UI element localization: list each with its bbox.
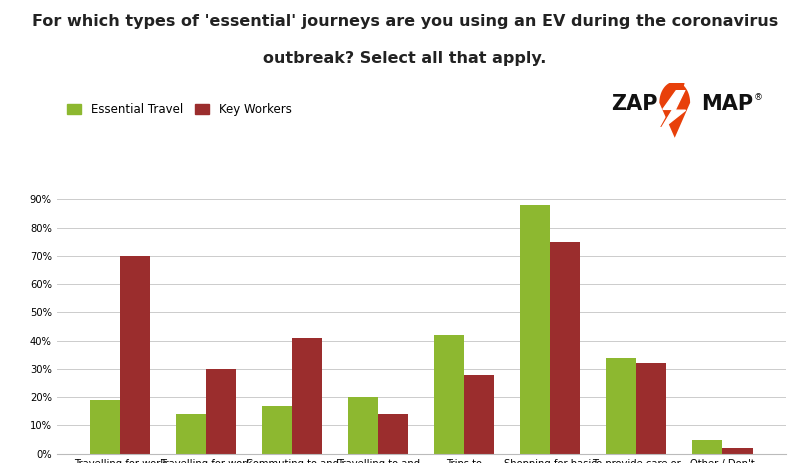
Bar bbox=[176, 414, 206, 454]
Bar bbox=[606, 357, 637, 454]
Bar bbox=[723, 448, 752, 454]
Text: For which types of 'essential' journeys are you using an EV during the coronavir: For which types of 'essential' journeys … bbox=[32, 14, 778, 29]
Bar bbox=[292, 338, 322, 454]
Bar bbox=[348, 397, 378, 454]
Bar bbox=[90, 400, 120, 454]
Text: MAP: MAP bbox=[701, 94, 752, 114]
Bar bbox=[693, 439, 723, 454]
Bar bbox=[206, 369, 237, 454]
Polygon shape bbox=[659, 81, 690, 138]
Bar bbox=[120, 256, 150, 454]
Legend: Essential Travel, Key Workers: Essential Travel, Key Workers bbox=[62, 99, 296, 121]
Bar bbox=[550, 242, 581, 454]
Text: ®: ® bbox=[753, 93, 762, 102]
Polygon shape bbox=[661, 83, 685, 127]
Bar bbox=[520, 205, 550, 454]
Bar bbox=[464, 375, 494, 454]
Text: outbreak? Select all that apply.: outbreak? Select all that apply. bbox=[263, 51, 547, 66]
Bar bbox=[637, 363, 667, 454]
Bar bbox=[262, 406, 292, 454]
Bar bbox=[434, 335, 464, 454]
Polygon shape bbox=[660, 90, 685, 131]
Text: ZAP: ZAP bbox=[612, 94, 658, 114]
Bar bbox=[378, 414, 408, 454]
